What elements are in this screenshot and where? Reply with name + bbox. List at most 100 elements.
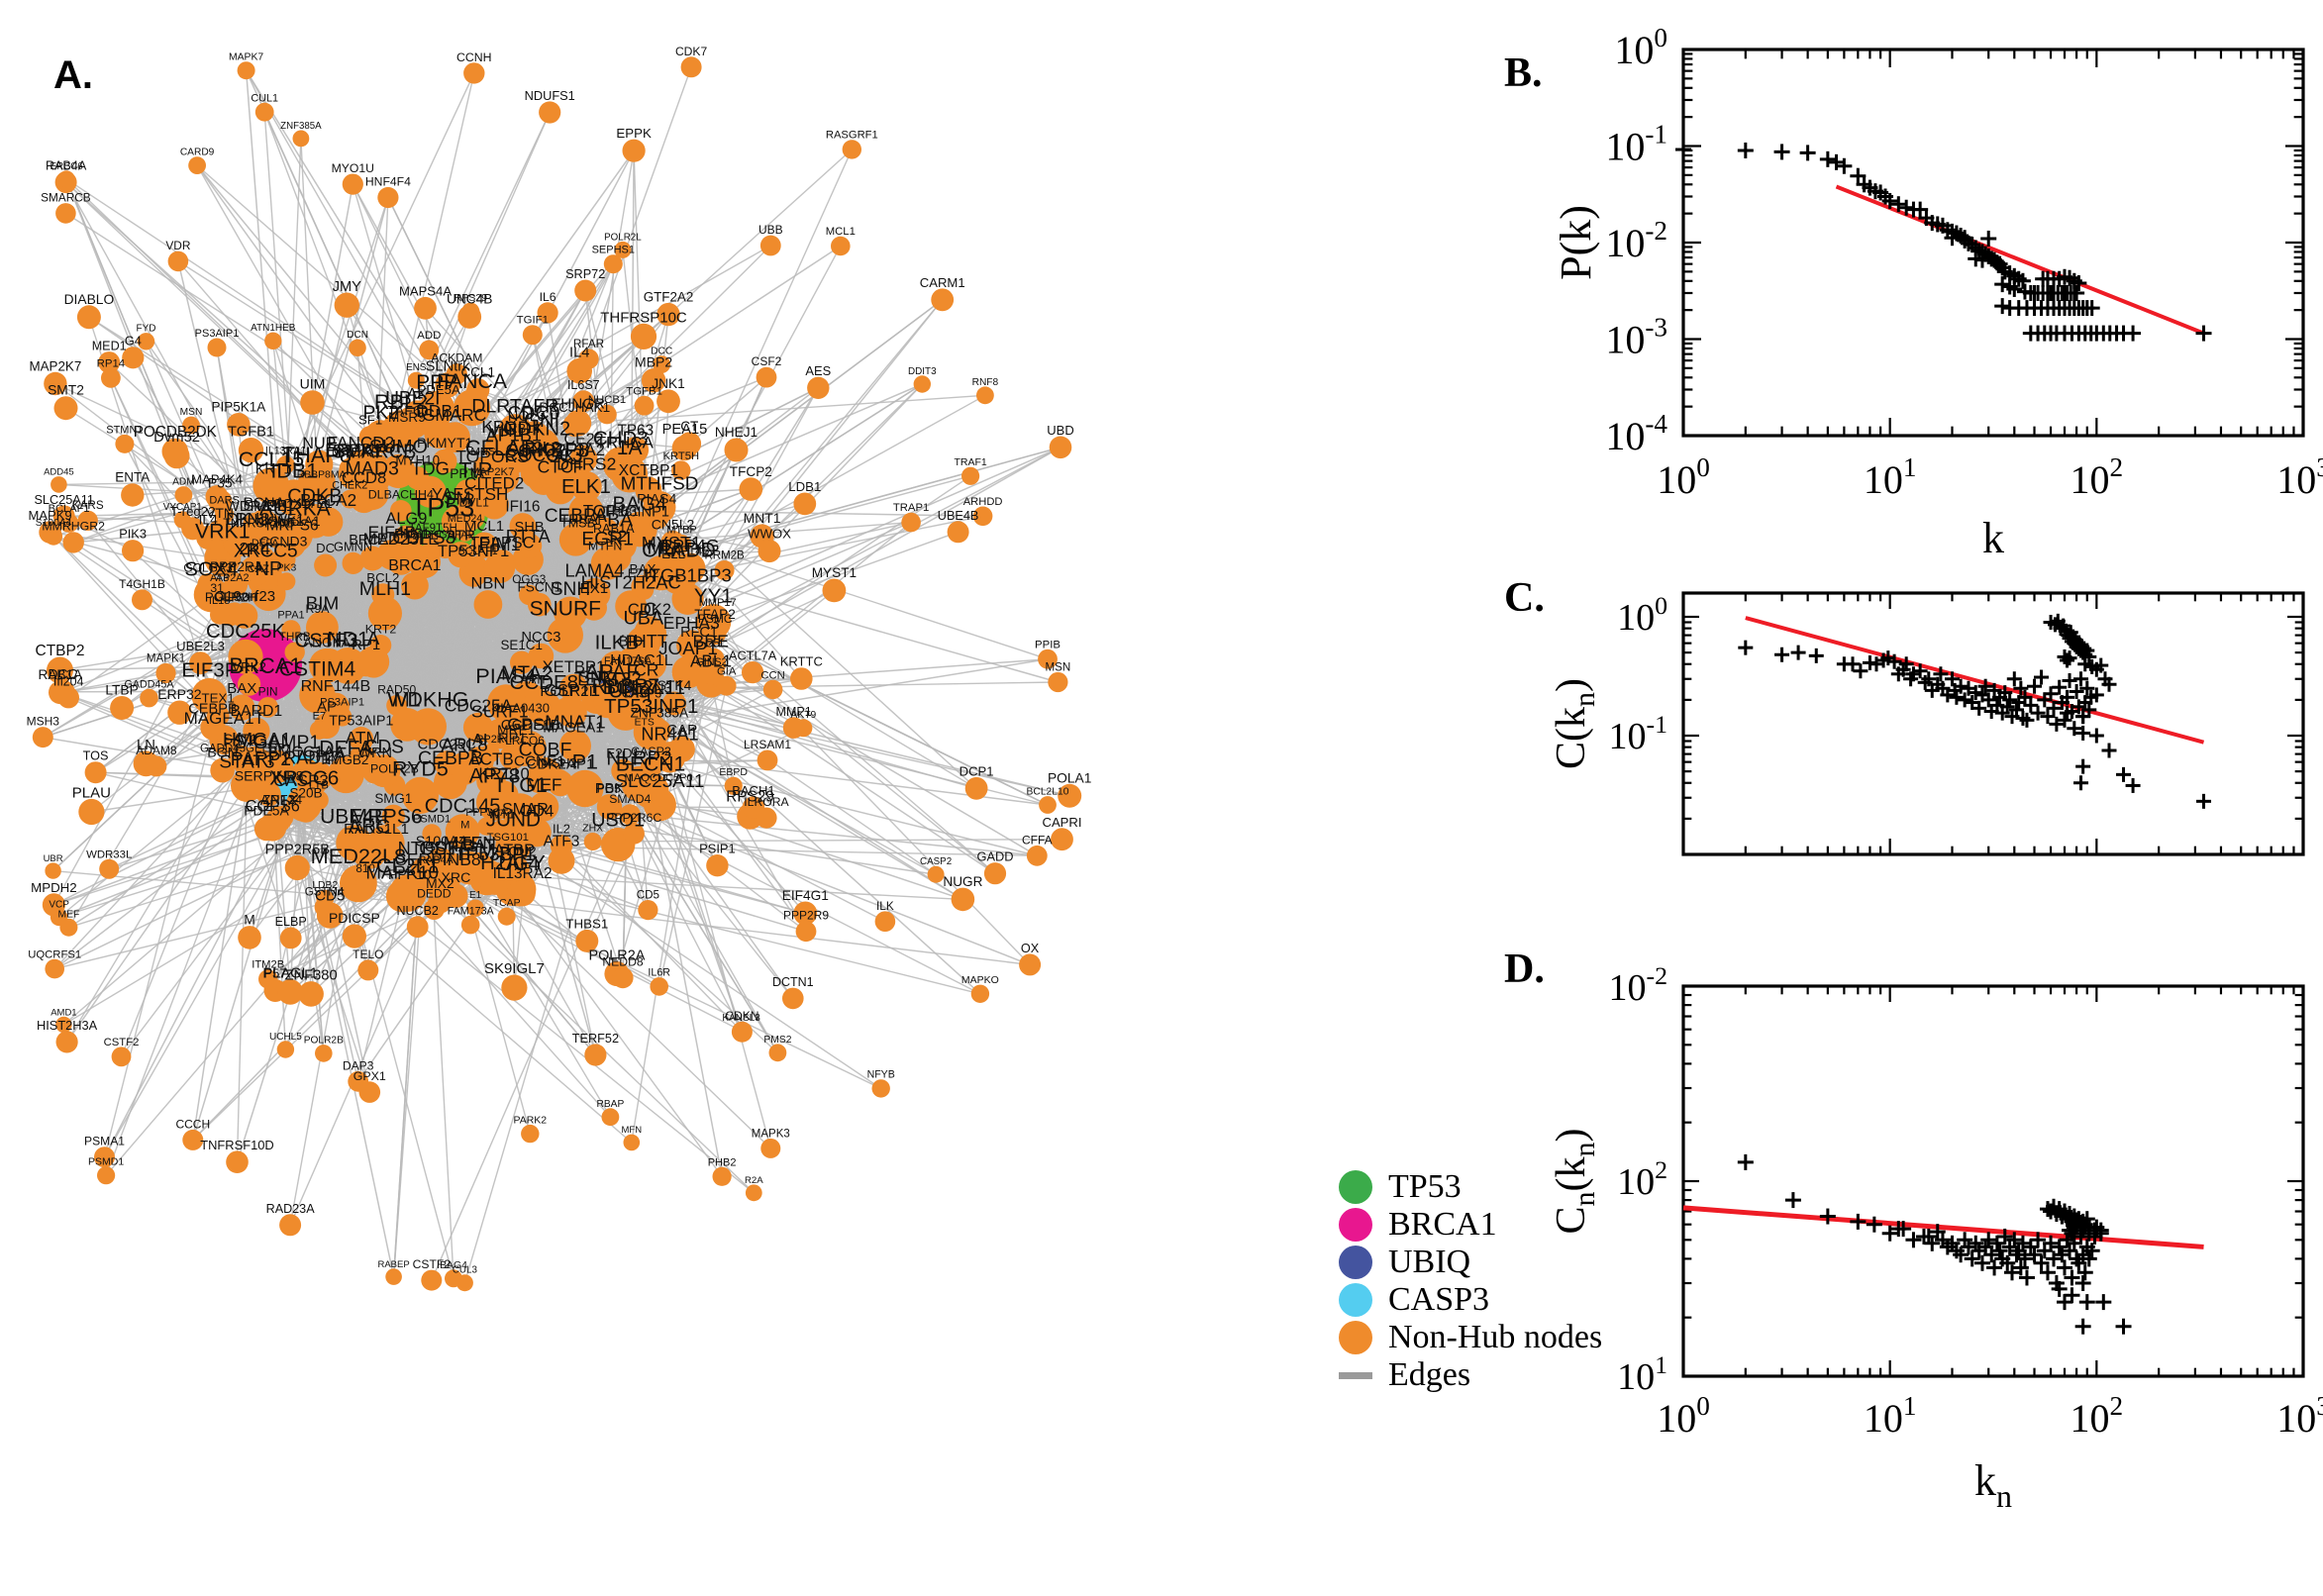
network-node-label: SLNtrk bbox=[426, 359, 471, 375]
network-node bbox=[115, 434, 135, 453]
network-node bbox=[300, 390, 325, 415]
network-node bbox=[455, 830, 475, 849]
network-node bbox=[680, 56, 702, 78]
network-node-label: ZNF24 bbox=[262, 792, 302, 807]
network-node-label: ALG9 bbox=[385, 510, 427, 528]
legend-line-edges bbox=[1339, 1371, 1372, 1379]
network-node-label: CARM1 bbox=[920, 275, 965, 290]
network-node-label: CARD9 bbox=[180, 148, 215, 158]
network-node-label: DFFA bbox=[319, 737, 373, 760]
network-node-label: POLR2H bbox=[205, 590, 257, 605]
network-node-label: RNF8 bbox=[972, 377, 999, 388]
network-node-label: LDB1 bbox=[788, 479, 821, 494]
network-node-label: VYCAP1 bbox=[163, 502, 202, 513]
network-node-label: PPP2R9 bbox=[783, 909, 829, 923]
fit-line bbox=[1745, 616, 2205, 745]
network-node-label: TNFRSF10D bbox=[223, 517, 294, 531]
network-node bbox=[463, 852, 494, 883]
network-node-label: CASP2 bbox=[631, 745, 671, 758]
network-node bbox=[558, 673, 588, 703]
network-node-label: FYD bbox=[137, 324, 156, 335]
network-node bbox=[633, 617, 667, 650]
network-node-label: UNC4B bbox=[447, 292, 492, 307]
network-node-label: MYST1 bbox=[812, 565, 857, 580]
axis-tick-label: 101 bbox=[1864, 1391, 1917, 1441]
plot-frame bbox=[1681, 591, 2305, 856]
network-node bbox=[537, 302, 558, 324]
network-node bbox=[724, 438, 749, 462]
network-node bbox=[672, 535, 691, 553]
network-node bbox=[155, 662, 176, 684]
legend-dot-tp53 bbox=[1339, 1170, 1372, 1204]
network-node-label: CDC145 bbox=[425, 796, 501, 818]
network-node bbox=[314, 897, 335, 918]
network-node bbox=[445, 1269, 462, 1288]
hub-node-label: Ubiq bbox=[608, 680, 651, 703]
network-node-label: NUCB1 bbox=[588, 394, 626, 406]
network-node bbox=[277, 979, 304, 1005]
network-node-label: TOS bbox=[83, 749, 109, 763]
network-node-label: CDKB bbox=[287, 485, 342, 507]
network-node-label: CITED2 bbox=[464, 474, 524, 493]
network-node bbox=[653, 355, 671, 373]
network-graph: TP53BRCA1UbiqCASP3ARL8TAF6LLTBSOX4MAGEA1… bbox=[27, 45, 1091, 1292]
network-node-label: CFLAR bbox=[465, 436, 536, 460]
network-node-label: TRAP1 bbox=[893, 502, 929, 514]
network-node bbox=[47, 656, 73, 684]
panel-b-letter: B. bbox=[1504, 50, 1543, 96]
network-node-label: ACKDAM bbox=[431, 351, 482, 365]
panel-c-letter: C. bbox=[1504, 575, 1545, 621]
network-node-label: VRK1 bbox=[195, 520, 251, 544]
network-node bbox=[264, 332, 282, 349]
network-node-label: POU2 bbox=[500, 845, 537, 859]
network-node bbox=[260, 474, 286, 501]
network-node-label: EPHA3 bbox=[663, 613, 720, 633]
network-node bbox=[574, 279, 597, 302]
network-node-label: DC bbox=[316, 541, 336, 555]
network-node bbox=[677, 432, 702, 456]
network-node bbox=[739, 477, 763, 501]
network-node-label: BCL2 bbox=[366, 570, 399, 585]
network-node bbox=[762, 679, 783, 700]
network-node bbox=[461, 302, 480, 321]
network-node bbox=[363, 420, 398, 453]
network-node-label: MRPS6 bbox=[266, 517, 319, 534]
network-node-label: AP1X bbox=[260, 793, 298, 809]
network-node-label: MAPK3 bbox=[752, 1128, 790, 1140]
network-node-label: MX2 bbox=[426, 875, 454, 891]
network-node bbox=[400, 540, 425, 564]
network-node bbox=[355, 873, 376, 894]
network-node bbox=[724, 776, 743, 795]
network-node bbox=[122, 540, 145, 562]
network-node bbox=[237, 526, 268, 557]
network-node bbox=[140, 688, 158, 708]
network-node bbox=[440, 422, 470, 453]
network-node-label: MED1 bbox=[92, 340, 127, 353]
network-node-label: TERF52 bbox=[572, 1032, 619, 1046]
network-node-label: BA bbox=[607, 510, 633, 532]
network-node-label: STMN1 bbox=[106, 424, 143, 436]
network-node-label: VTN bbox=[206, 505, 234, 521]
network-node-label: PIAS4 bbox=[637, 492, 676, 508]
network-node-label: CASP3 bbox=[622, 686, 661, 700]
network-node-label: TP53AIP1 bbox=[329, 714, 393, 730]
network-node-label: MNS bbox=[470, 447, 496, 458]
network-node-label: UBE4P bbox=[320, 806, 388, 829]
network-node-label: OGG3 bbox=[512, 572, 547, 586]
network-node-label: A3 bbox=[216, 572, 230, 584]
network-node-label: ATR bbox=[447, 528, 475, 545]
network-node bbox=[593, 680, 631, 718]
network-node-label: CCD8 bbox=[342, 468, 386, 487]
network-node-label: ADD bbox=[417, 330, 441, 342]
panel-d-letter: D. bbox=[1504, 947, 1545, 992]
network-node-label: MSN bbox=[180, 407, 203, 418]
network-node-label: TNFRSF10D bbox=[200, 1138, 274, 1152]
network-node-label: AP78 bbox=[469, 764, 521, 787]
network-node-label: DLBACHH4 bbox=[368, 488, 434, 502]
network-node-label: 2K4 bbox=[239, 539, 270, 558]
axis-tick-label: 10-4 bbox=[1605, 409, 1667, 458]
network-node-label: JMY bbox=[333, 279, 361, 295]
network-node-label: IL13RA1 bbox=[265, 446, 306, 457]
data-points bbox=[1737, 1153, 2132, 1335]
network-node-label: DVL1 bbox=[459, 496, 490, 510]
